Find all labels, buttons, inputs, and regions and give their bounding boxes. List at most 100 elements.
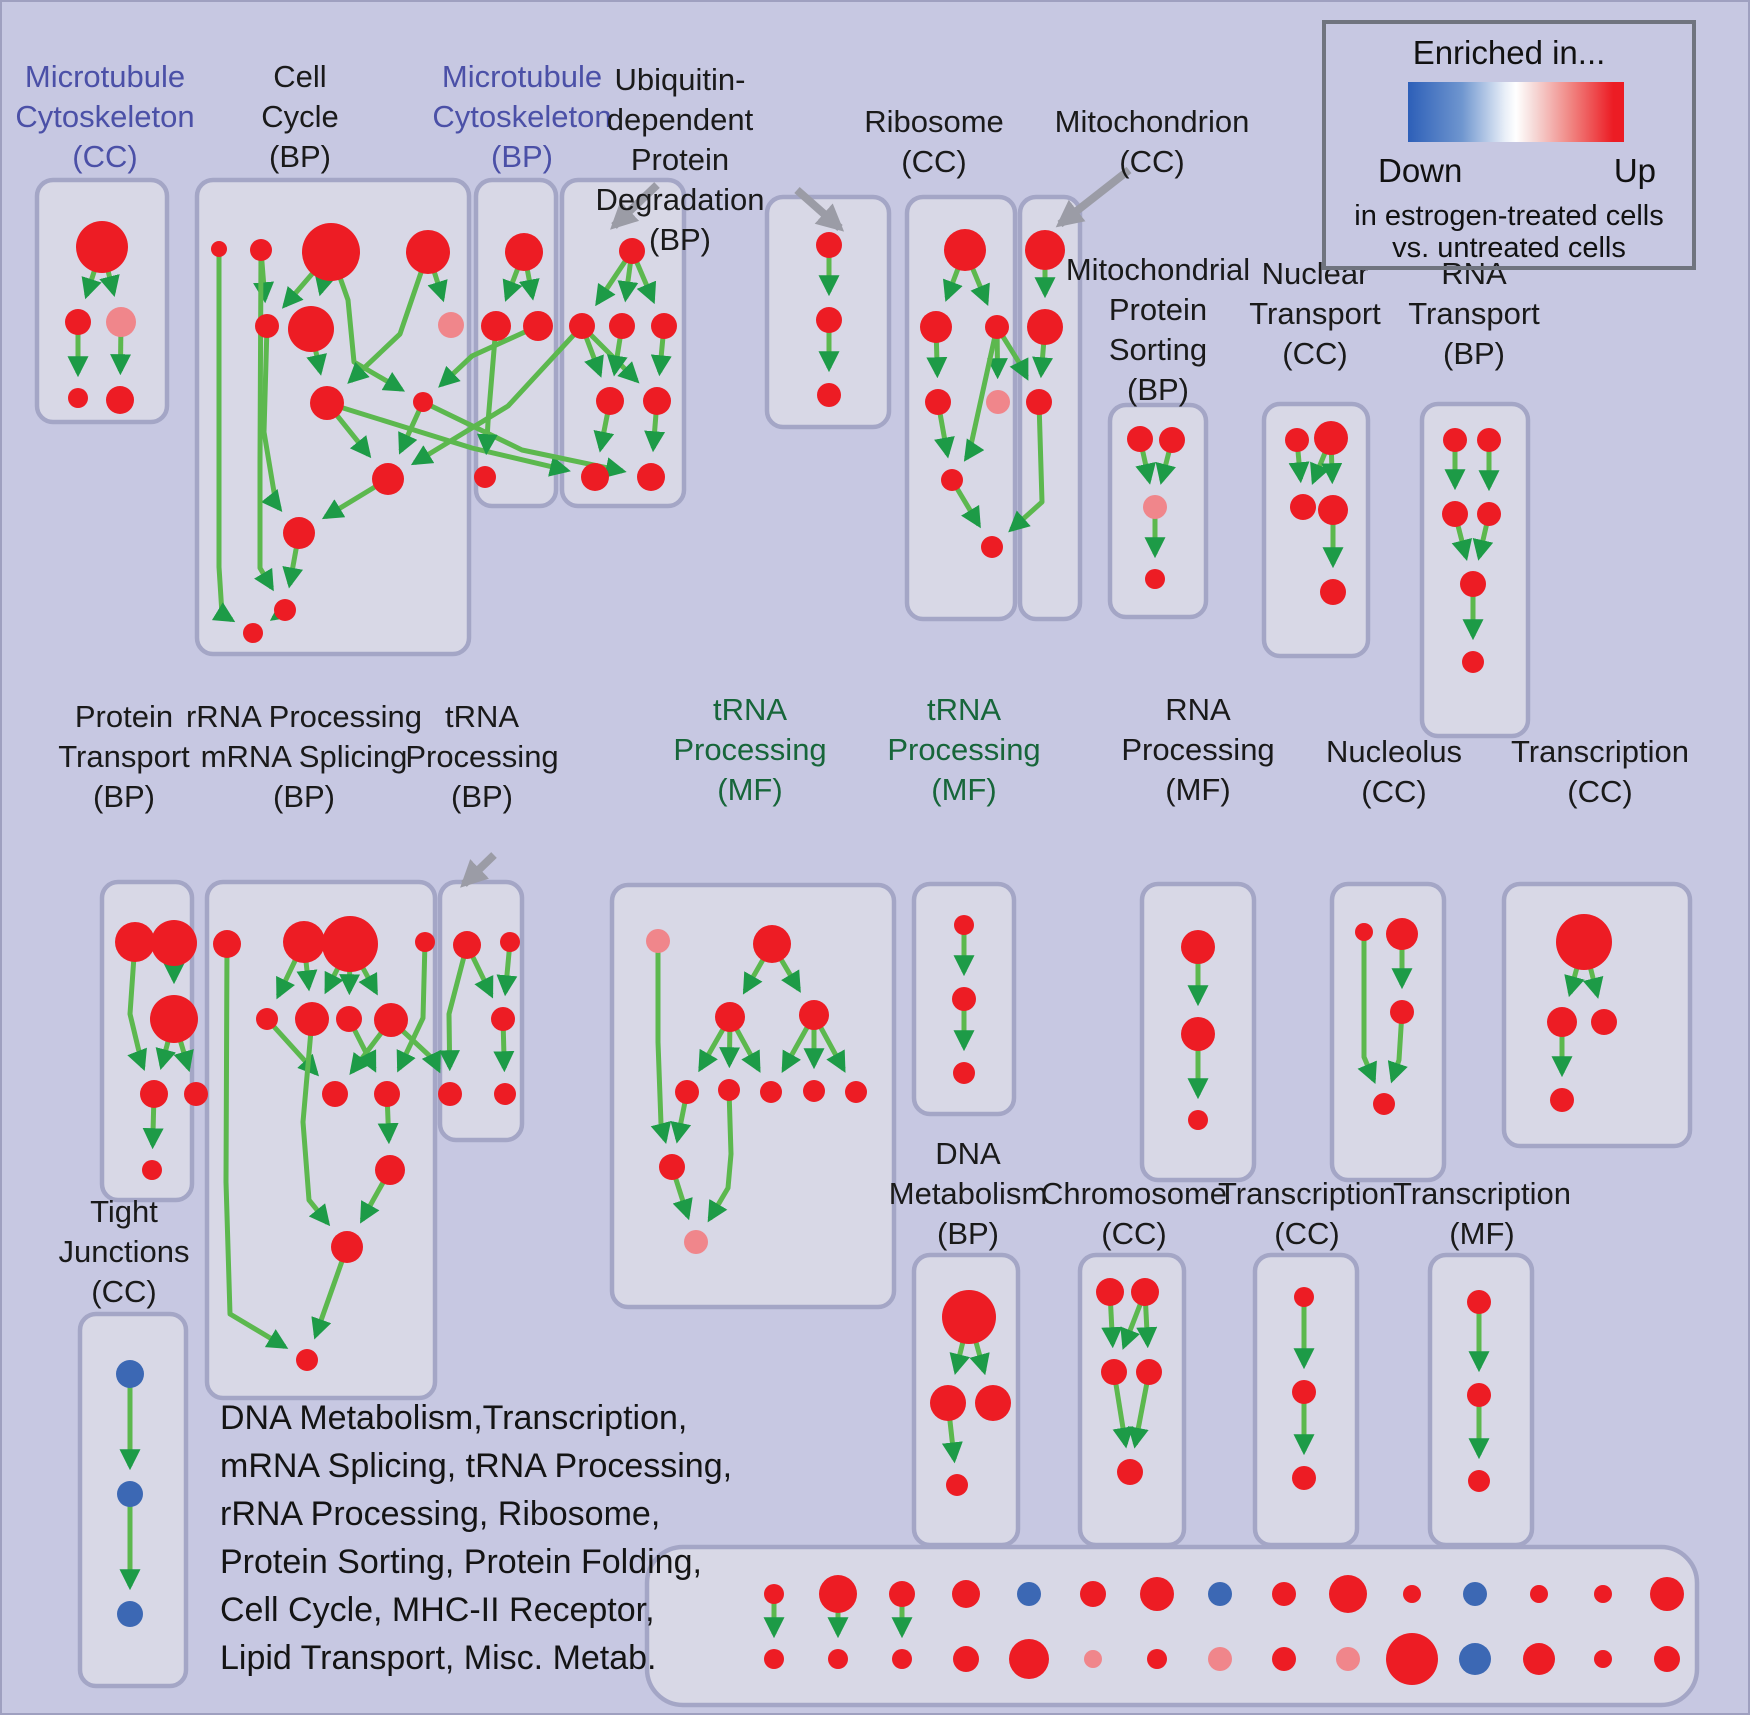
go-node-ub_1	[816, 232, 842, 258]
legend-gradient-bar	[1408, 82, 1624, 142]
go-node-tcm_4	[1550, 1088, 1574, 1112]
go-node-xt10	[1329, 1575, 1367, 1613]
edge-arrow	[1008, 401, 1045, 533]
go-node-rr_8	[374, 1003, 408, 1037]
go-node-rt_5	[1460, 571, 1486, 597]
cluster-label-line: (BP)	[1442, 336, 1505, 371]
cluster-label-line: Cell	[273, 59, 327, 94]
go-node-dm_2	[930, 1385, 966, 1421]
go-node-tmf_2	[1467, 1383, 1491, 1407]
caption-line: mRNA Splicing, tRNA Processing,	[220, 1447, 733, 1485]
go-node-rr_9	[322, 1081, 348, 1107]
go-node-rt_1	[1443, 428, 1467, 452]
go-node-xb15	[1654, 1646, 1680, 1672]
edge-arrow	[438, 944, 470, 1072]
cluster-label-line: (CC)	[72, 139, 138, 174]
go-node-cc_g	[438, 312, 464, 338]
go-node-ms_1	[1127, 426, 1153, 452]
go-node-tp_1	[453, 931, 481, 959]
go-node-tmf_1	[1467, 1290, 1491, 1314]
go-node-pt_1	[115, 922, 155, 962]
go-node-xt8	[1208, 1582, 1232, 1606]
cluster-label-transcription-cc-mid: Transcription (CC)	[1511, 732, 1689, 812]
edge-arrow	[421, 399, 627, 478]
go-node-tcm_1	[1556, 914, 1612, 970]
go-node-mi_3	[1026, 389, 1052, 415]
go-node-xb14	[1594, 1650, 1612, 1668]
caption-line: Lipid Transport, Misc. Metab.	[220, 1639, 657, 1677]
go-node-pt_4	[140, 1080, 168, 1108]
go-node-dm_1	[942, 1290, 996, 1344]
go-node-nu_2	[1386, 918, 1418, 950]
go-node-nu_3	[1390, 1000, 1414, 1024]
edge-arrow	[300, 1018, 331, 1227]
cluster-label-line: Tight	[90, 1194, 158, 1229]
go-node-nu_4	[1373, 1093, 1395, 1115]
cluster-label-mt-bp: Microtubule Cytoskeleton (BP)	[432, 57, 611, 177]
cluster-label-line: tRNA	[444, 699, 520, 734]
go-node-tl_10	[684, 1230, 708, 1254]
go-node-rr_12	[331, 1231, 363, 1263]
go-node-tl_8	[845, 1081, 867, 1103]
cluster-label-line: Microtubule	[441, 59, 603, 94]
go-node-cc_a	[211, 241, 227, 257]
cluster-label-rna-transport: RNA Transport (BP)	[1408, 254, 1540, 374]
cluster-label-line: RNA	[1165, 692, 1231, 727]
edge-arrow	[410, 324, 584, 466]
cluster-label-line: Transcription	[1392, 1176, 1572, 1211]
go-node-tj_1	[116, 1360, 144, 1388]
go-node-tcb_3	[1292, 1466, 1316, 1490]
go-node-tl_4	[675, 1080, 699, 1104]
misc-cluster-caption: DNA Metabolism,Transcription, mRNA Splici…	[220, 1394, 732, 1682]
go-node-rr_11	[375, 1155, 405, 1185]
label-pointer-arrow	[610, 182, 660, 230]
cluster-label-line: (CC)	[1274, 1216, 1340, 1251]
go-node-cc_e	[255, 314, 279, 338]
cluster-label-rrna: rRNA Processing mRNA Splicing (BP)	[186, 697, 422, 817]
cluster-label-line: (MF)	[1449, 1216, 1515, 1251]
go-node-xt9	[1272, 1582, 1296, 1606]
cluster-label-line: Chromosome	[1040, 1176, 1228, 1211]
cluster-label-line: Transport	[1408, 296, 1540, 331]
go-node-tl_5	[718, 1079, 740, 1101]
go-node-xb7	[1147, 1649, 1167, 1669]
cluster-label-line: Ubiquitin-	[614, 62, 746, 97]
legend-subtitle-1: in estrogen-treated cells	[1354, 200, 1664, 232]
cluster-box-rna-transport	[1419, 401, 1531, 739]
go-node-dm_3	[975, 1385, 1011, 1421]
go-node-pt_6	[184, 1082, 208, 1106]
cluster-label-mitochondrion: Mitochondrion (CC)	[1055, 102, 1250, 182]
go-node-xb3	[892, 1649, 912, 1669]
go-node-ms_4	[1145, 569, 1165, 589]
legend-up-label: Up	[1613, 152, 1656, 189]
go-node-dm_4	[946, 1474, 968, 1496]
cluster-label-line: Transcription	[1510, 734, 1690, 769]
cluster-label-line: tRNA	[926, 692, 1002, 727]
go-node-ua_5	[643, 387, 671, 415]
go-node-rr_7	[336, 1006, 362, 1032]
cluster-label-line: (BP)	[92, 779, 155, 814]
cluster-label-tight-junctions: Tight Junctions (CC)	[59, 1192, 190, 1312]
go-node-xt15	[1650, 1577, 1684, 1611]
cluster-box-misc	[644, 1544, 1700, 1708]
go-node-rt_4	[1477, 502, 1501, 526]
go-node-rb_2	[920, 311, 952, 343]
go-node-rr_4	[415, 932, 435, 952]
go-node-rpm_3	[1188, 1110, 1208, 1130]
go-node-cc_d	[406, 230, 450, 274]
edge-arrow	[963, 326, 1000, 462]
go-node-xb8	[1208, 1647, 1232, 1671]
go-node-rt_6	[1462, 651, 1484, 673]
cluster-label-line: (BP)	[1127, 372, 1189, 407]
go-node-c1n5	[106, 386, 134, 414]
go-node-tp_2	[500, 932, 520, 952]
go-node-ua_0	[619, 238, 645, 264]
cluster-label-line: (MF)	[931, 772, 997, 807]
label-pointer-arrow	[1055, 166, 1132, 228]
go-node-rr_5	[256, 1008, 278, 1030]
cluster-label-line: (BP)	[937, 1216, 999, 1251]
cluster-label-line: Processing	[1121, 732, 1275, 767]
go-node-cc_h	[310, 386, 344, 420]
edge-arrow	[438, 323, 540, 388]
